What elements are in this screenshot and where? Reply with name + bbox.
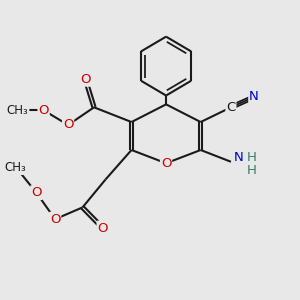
Text: O: O	[50, 213, 60, 226]
Text: CH₃: CH₃	[4, 161, 26, 174]
Text: O: O	[31, 186, 42, 199]
Text: H: H	[247, 164, 257, 177]
Text: O: O	[161, 157, 171, 170]
Text: O: O	[80, 73, 91, 86]
Text: CH₃: CH₃	[7, 104, 28, 117]
Text: N: N	[234, 151, 244, 164]
Text: O: O	[98, 221, 108, 235]
Text: O: O	[63, 118, 73, 131]
Text: C: C	[226, 101, 236, 114]
Text: N: N	[249, 91, 259, 103]
Text: O: O	[38, 104, 49, 117]
Text: H: H	[247, 151, 257, 164]
